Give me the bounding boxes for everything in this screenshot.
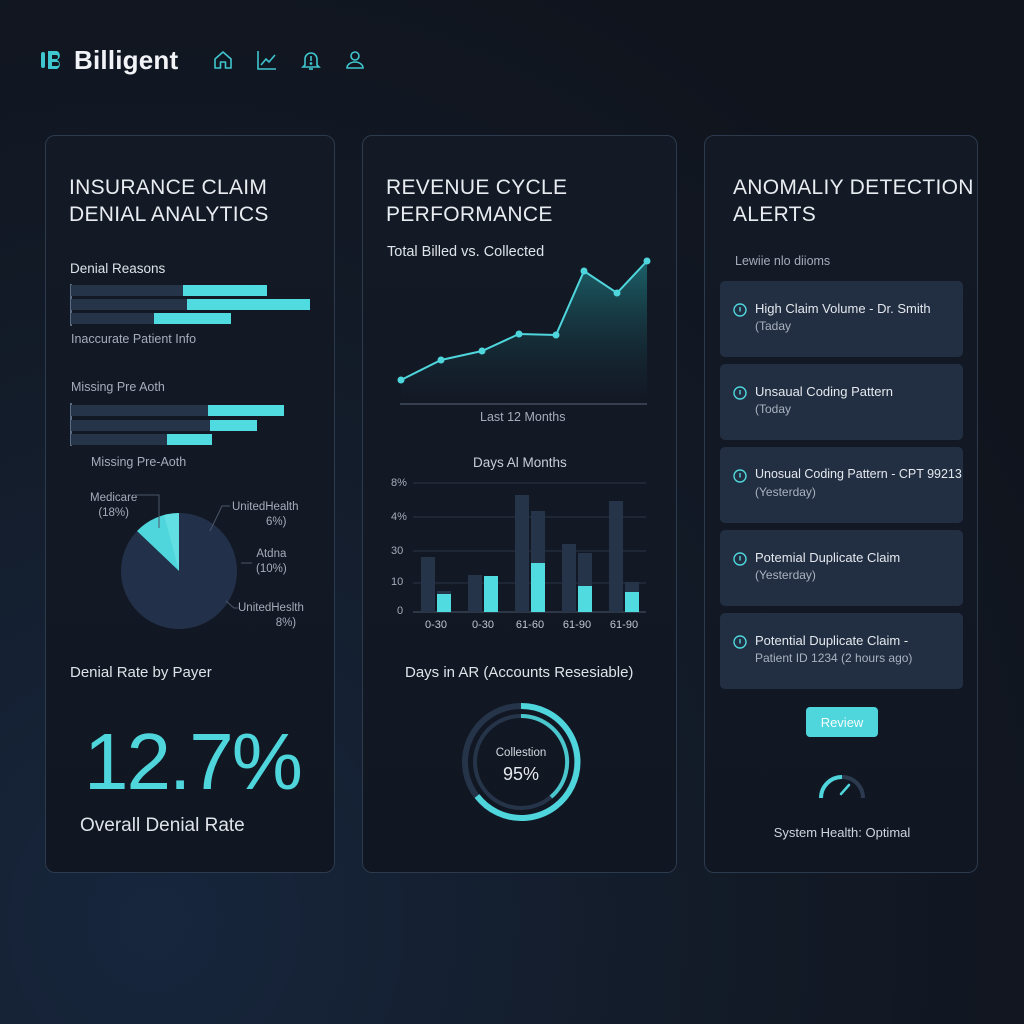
alert-item[interactable]: Unosual Coding Pattern - CPT 99213 (Yest… — [720, 447, 963, 523]
alert-info-icon — [733, 469, 747, 483]
denial-reasons-label: Denial Reasons — [70, 261, 166, 276]
alert-time: Patient ID 1234 (2 hours ago) — [755, 651, 913, 665]
alert-item[interactable]: Potemial Duplicate Claim (Yesterday) — [720, 530, 963, 606]
bar-row — [71, 313, 231, 324]
group2-label: Missing Pre Aoth — [71, 380, 165, 394]
top-bar: Billigent — [40, 40, 366, 80]
bar-row — [71, 299, 310, 310]
alert-title: Unsaual Coding Pattern — [755, 384, 894, 399]
alert-time: (Yesterday) — [755, 568, 816, 582]
days-bar-chart[interactable]: 8% 4% 30 10 0 0-30 0-30 61-60 61-90 61-90 — [381, 474, 651, 634]
alert-info-icon — [733, 386, 747, 400]
alert-item[interactable]: Unsaual Coding Pattern (Today — [720, 364, 963, 440]
system-health-gauge-icon — [819, 775, 865, 799]
days-in-ar-title: Days in AR (Accounts Resesiable) — [405, 664, 634, 681]
bar-row — [71, 405, 284, 416]
svg-text:0-30: 0-30 — [425, 619, 447, 631]
card-title: Revenue Cycle Performance — [386, 176, 568, 226]
home-icon[interactable] — [212, 49, 234, 71]
svg-text:10: 10 — [391, 576, 403, 588]
alert-item[interactable]: Potential Duplicate Claim - Patient ID 1… — [720, 613, 963, 689]
brand-name: Billigent — [74, 44, 179, 75]
alert-title: Potemial Duplicate Claim — [755, 550, 901, 565]
group1-caption: Inaccurate Patient Info — [71, 332, 197, 346]
collection-donut-chart[interactable] — [461, 702, 581, 822]
card-title: Insurance Claim Denial Analytics — [69, 176, 269, 226]
alert-time: (Taday — [755, 319, 792, 333]
svg-text:61-90: 61-90 — [563, 619, 591, 631]
logo[interactable]: Billigent — [40, 45, 178, 76]
denial-analytics-card: Insurance Claim Denial Analytics Denial … — [45, 135, 335, 873]
line-chart-title: Total Billed vs. Collected — [387, 244, 545, 260]
group2-caption: Missing Pre-Aoth — [91, 455, 187, 469]
svg-text:61-60: 61-60 — [516, 619, 544, 631]
review-button[interactable]: Review — [806, 707, 878, 737]
alert-time: (Today — [755, 402, 792, 416]
alert-info-icon — [733, 635, 747, 649]
alert-title: Unosual Coding Pattern - CPT 99213 — [755, 467, 962, 481]
alert-title: Potential Duplicate Claim - — [755, 633, 909, 648]
pie-label-medicare: Medicare (18%) — [90, 492, 138, 519]
chart-line-icon[interactable] — [256, 49, 278, 71]
payer-pie-chart[interactable] — [120, 512, 238, 630]
svg-text:30: 30 — [391, 545, 403, 557]
overall-denial-rate-value: 12.7% — [84, 717, 303, 806]
pie-label-atdna: Atdna (10%) — [256, 548, 287, 575]
user-icon[interactable] — [344, 49, 366, 71]
denial-reasons-bars — [70, 284, 320, 326]
card-title: Anomaliy Detection Alerts — [733, 176, 974, 226]
alert-info-icon — [733, 303, 747, 317]
missing-preauth-bars — [70, 403, 320, 446]
overall-denial-rate-label: Overall Denial Rate — [80, 815, 245, 836]
alert-bell-icon[interactable] — [300, 49, 322, 71]
svg-text:8%: 8% — [391, 477, 407, 489]
svg-text:61-90: 61-90 — [610, 619, 638, 631]
donut-value: 95% — [502, 764, 540, 784]
alert-time: (Yesterday) — [755, 485, 816, 499]
svg-text:0-30: 0-30 — [472, 619, 494, 631]
billigent-logo-icon — [41, 51, 60, 69]
alert-item[interactable]: High Claim Volume - Dr. Smith (Taday — [720, 281, 963, 357]
alert-title: High Claim Volume - Dr. Smith — [755, 301, 931, 316]
billed-vs-collected-area-chart[interactable] — [363, 251, 678, 411]
pie-label-unitedhealth-2: UnitedHeslth 8%) — [238, 602, 304, 629]
bar-row — [71, 420, 257, 431]
bar-chart-title: Days Al Months — [473, 455, 567, 470]
payer-rate-label: Denial Rate by Payer — [70, 664, 212, 681]
alert-info-icon — [733, 552, 747, 566]
alerts-subtitle: Lewiie nlo diioms — [735, 254, 831, 268]
donut-label: Collestion — [495, 747, 547, 759]
bar-row — [71, 434, 212, 445]
pie-label-unitedhealth-1: UnitedHealth 6%) — [232, 501, 299, 528]
system-health-status: System Health: Optimal — [773, 825, 911, 840]
svg-text:0: 0 — [397, 605, 403, 617]
line-chart-xlabel: Last 12 Months — [480, 410, 566, 424]
bar-row — [71, 285, 267, 296]
revenue-cycle-card: Revenue Cycle Performance Total Billed v… — [362, 135, 677, 873]
svg-text:4%: 4% — [391, 511, 407, 523]
nav-icons — [212, 49, 366, 71]
anomaly-alerts-card: Anomaliy Detection Alerts Lewiie nlo dii… — [704, 135, 978, 873]
